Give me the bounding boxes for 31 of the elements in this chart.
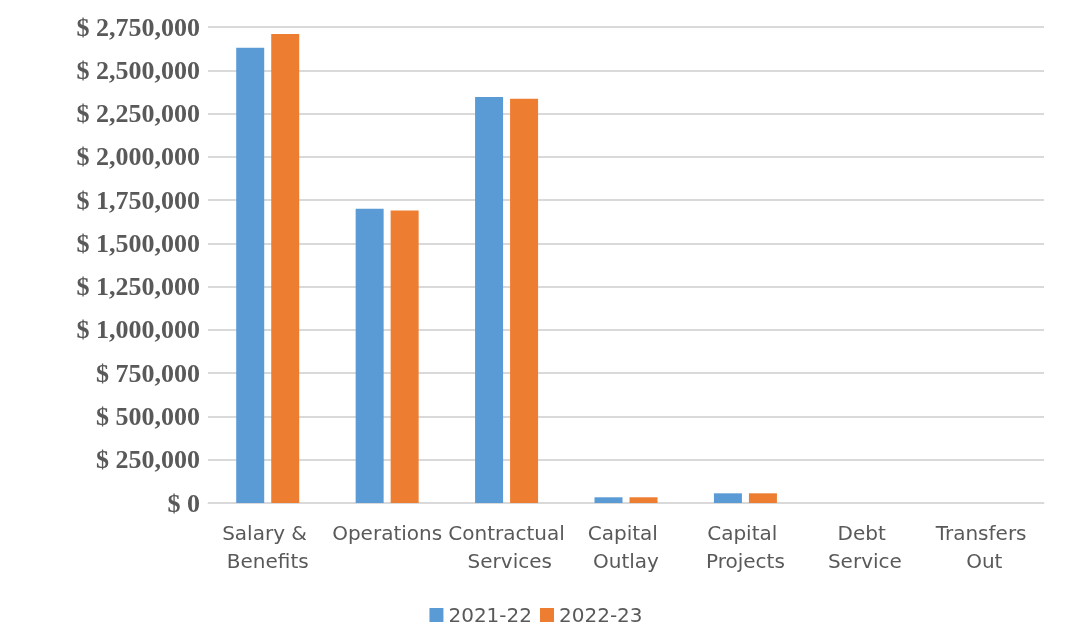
y-tick-label: $ 1,000,000 (76, 315, 200, 345)
y-tick-label: $ 750,000 (96, 358, 200, 388)
bar (629, 497, 658, 503)
bar (271, 33, 300, 503)
y-tick-label: $ 1,500,000 (76, 228, 200, 258)
x-tick-label: Contractual Services (448, 521, 565, 573)
y-tick-label: $ 250,000 (96, 445, 200, 475)
x-tick-label: Transfers Out (934, 521, 1033, 573)
legend-label: 2022-23 (559, 603, 643, 627)
y-tick-label: $ 1,250,000 (76, 272, 200, 302)
y-tick-label: $ 2,750,000 (76, 12, 200, 42)
y-tick-label: $ 0 (167, 488, 200, 518)
x-tick-label: Capital Outlay (587, 521, 665, 573)
y-tick-label: $ 2,250,000 (76, 99, 200, 129)
y-tick-label: $ 2,500,000 (76, 55, 200, 85)
bar (748, 493, 777, 503)
x-tick-label: Debt Service (827, 521, 902, 573)
bar (510, 98, 539, 503)
bar (355, 208, 384, 503)
x-tick-label: Salary & Benefits (222, 521, 314, 573)
y-tick-label: $ 500,000 (96, 401, 200, 431)
x-tick-label: Capital Projects (706, 521, 785, 573)
bar (475, 97, 504, 503)
legend-label: 2021-22 (448, 603, 533, 627)
bar (390, 210, 419, 503)
bar (594, 497, 623, 503)
y-tick-label: $ 1,750,000 (76, 185, 200, 215)
bar (236, 47, 265, 503)
x-tick-label: Operations (332, 521, 443, 545)
y-tick-label: $ 2,000,000 (76, 142, 200, 172)
bar (713, 493, 742, 503)
